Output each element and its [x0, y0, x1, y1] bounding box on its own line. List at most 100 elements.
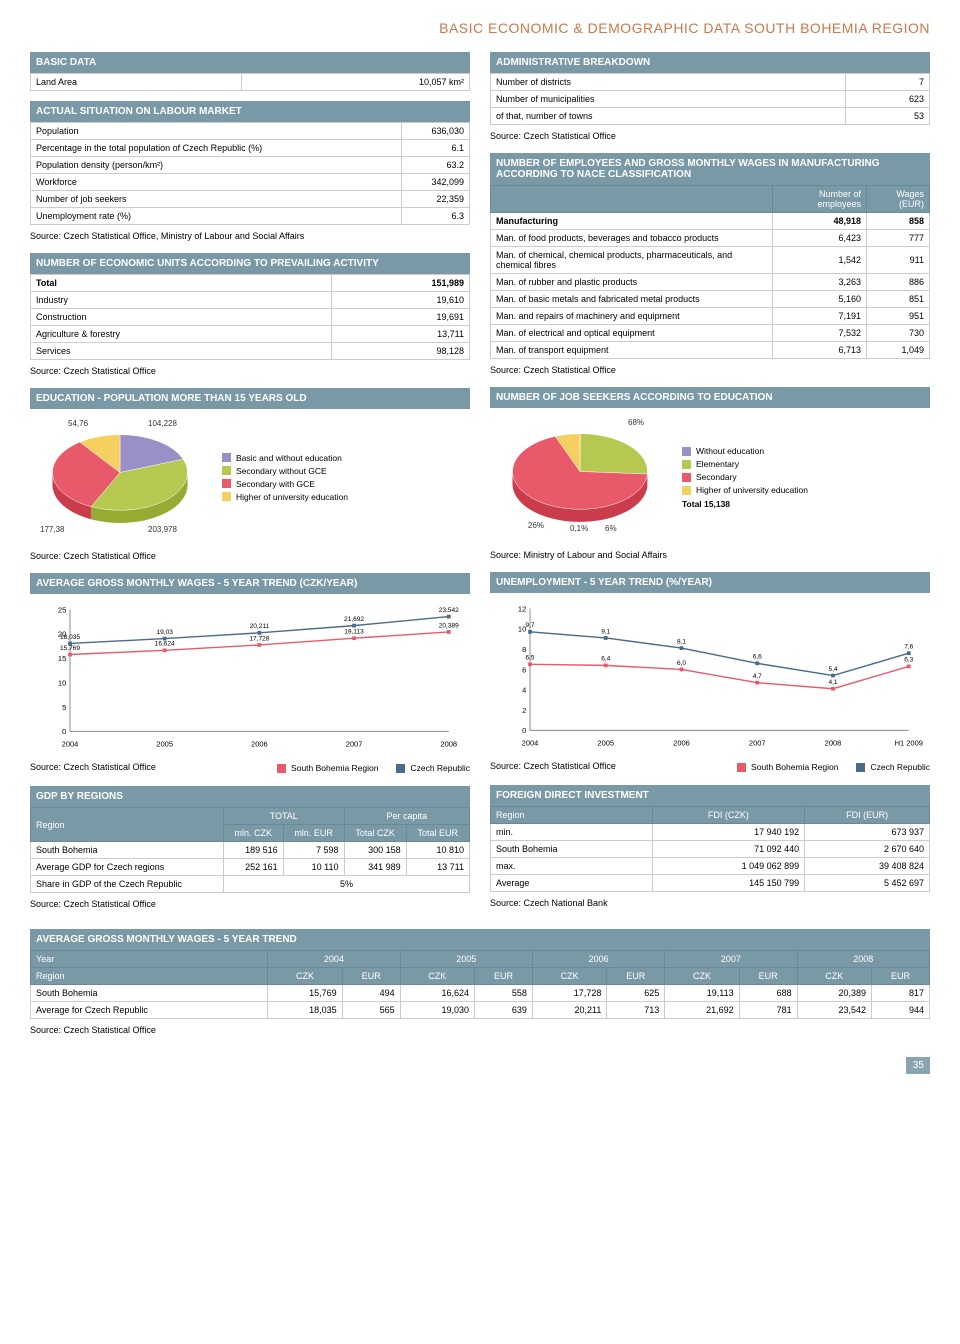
- table-row-label: Workforce: [31, 174, 402, 191]
- table-row-label: Unemployment rate (%): [31, 208, 402, 225]
- legend-label: Basic and without education: [236, 453, 342, 463]
- page-number: 35: [906, 1057, 930, 1074]
- table-row: South Bohemia: [491, 841, 653, 858]
- table-row-value: 6.1: [401, 140, 469, 157]
- wages-trend-chart: 05101520252004200520062007200815,76916,6…: [30, 602, 470, 754]
- svg-text:2005: 2005: [597, 738, 614, 747]
- table-row-value: 19,610: [332, 292, 470, 309]
- gdp-table: RegionTOTALPer capitamln. CZKmln. EURTot…: [30, 807, 470, 893]
- legend-swatch: [737, 763, 746, 772]
- table-row: min.: [491, 824, 653, 841]
- legend-swatch: [682, 473, 691, 482]
- unemp-trend-chart: 02468101220042005200620072008H1 20096,56…: [490, 601, 930, 753]
- svg-text:6,0: 6,0: [677, 660, 686, 667]
- legend-swatch: [856, 763, 865, 772]
- right-column: ADMINISTRATIVE BREAKDOWN Number of distr…: [490, 52, 930, 921]
- svg-text:2007: 2007: [346, 739, 363, 748]
- econ-units-source: Source: Czech Statistical Office: [30, 366, 470, 376]
- pie1-bl: 177,38: [40, 525, 64, 534]
- legend-swatch: [222, 492, 231, 501]
- table-row: 145 150 799: [652, 875, 805, 892]
- svg-text:15: 15: [58, 654, 66, 663]
- table-row-label: Industry: [31, 292, 332, 309]
- svg-text:4: 4: [522, 686, 526, 695]
- nace-head: NUMBER OF EMPLOYEES AND GROSS MONTHLY WA…: [490, 153, 930, 185]
- left-column: BASIC DATA Land Area10,057 km² ACTUAL SI…: [30, 52, 470, 921]
- legend-label: Czech Republic: [870, 762, 930, 772]
- labour-source: Source: Czech Statistical Office, Minist…: [30, 231, 470, 241]
- jobseek-pie-head: NUMBER OF JOB SEEKERS ACCORDING TO EDUCA…: [490, 387, 930, 408]
- svg-text:10: 10: [58, 678, 66, 687]
- svg-text:15,769: 15,769: [60, 645, 80, 652]
- table-row: Man. of chemical, chemical products, pha…: [491, 247, 773, 274]
- jobseek-legend: Without educationElementarySecondaryHigh…: [682, 443, 808, 509]
- svg-text:17,728: 17,728: [249, 635, 269, 642]
- pie1-tl: 54,76: [68, 419, 88, 428]
- table-row: 39 408 824: [805, 858, 930, 875]
- gdp-source: Source: Czech Statistical Office: [30, 899, 470, 909]
- basic-data-table: Land Area10,057 km²: [30, 73, 470, 91]
- fdi-table: RegionFDI (CZK)FDI (EUR)min.17 940 19267…: [490, 806, 930, 892]
- unemp-trend-head: UNEMPLOYMENT - 5 YEAR TREND (%/YEAR): [490, 572, 930, 593]
- table-row: Average GDP for Czech regions: [31, 859, 224, 876]
- legend-swatch: [682, 486, 691, 495]
- econ-units-head: NUMBER OF ECONOMIC UNITS ACCORDING TO PR…: [30, 253, 470, 274]
- table-row: Man. of rubber and plastic products: [491, 274, 773, 291]
- svg-text:6,6: 6,6: [753, 654, 762, 661]
- svg-text:12: 12: [518, 604, 526, 613]
- nace-source: Source: Czech Statistical Office: [490, 365, 930, 375]
- table-row-value: 10,057 km²: [242, 74, 470, 91]
- table-row-value: 53: [845, 108, 929, 125]
- legend-label: Higher of university education: [236, 492, 348, 502]
- table-row-value: 63.2: [401, 157, 469, 174]
- table-row-label: Number of municipalities: [491, 91, 846, 108]
- basic-data-head: BASIC DATA: [30, 52, 470, 73]
- legend-label: Higher of university education: [696, 485, 808, 495]
- legend-label: South Bohemia Region: [751, 762, 838, 772]
- table-row-value: 98,128: [332, 343, 470, 360]
- table-row: South Bohemia: [31, 985, 268, 1002]
- svg-text:21,692: 21,692: [344, 616, 364, 623]
- svg-text:6: 6: [522, 665, 526, 674]
- table-row: Man. of transport equipment: [491, 342, 773, 359]
- table-row-value: 22,359: [401, 191, 469, 208]
- table-row: Man. of food products, beverages and tob…: [491, 230, 773, 247]
- table-row-label: Services: [31, 343, 332, 360]
- table-row-label: Percentage in the total population of Cz…: [31, 140, 402, 157]
- edu-pie-chart: 54,76 104,228 177,38 203,978: [30, 417, 210, 537]
- table-row: 71 092 440: [652, 841, 805, 858]
- svg-text:25: 25: [58, 605, 66, 614]
- table-row: max.: [491, 858, 653, 875]
- unemp-trend-source: Source: Czech Statistical Office: [490, 761, 616, 771]
- legend-swatch: [396, 764, 405, 773]
- svg-text:8,1: 8,1: [677, 638, 686, 645]
- table-row: South Bohemia: [31, 842, 224, 859]
- legend-swatch: [277, 764, 286, 773]
- admin-table: Number of districts7Number of municipali…: [490, 73, 930, 125]
- legend-swatch: [222, 479, 231, 488]
- table-row-value: 7: [845, 74, 929, 91]
- table-row: 1 049 062 899: [652, 858, 805, 875]
- legend-swatch: [682, 447, 691, 456]
- jobseek-pie-chart: 68% 26% 0,1% 6%: [490, 416, 670, 536]
- edu-pie-source: Source: Czech Statistical Office: [30, 551, 470, 561]
- svg-text:2006: 2006: [673, 738, 690, 747]
- svg-text:23,542: 23,542: [439, 607, 459, 614]
- jobseek-source: Source: Ministry of Labour and Social Af…: [490, 550, 930, 560]
- table-row-label: Land Area: [31, 74, 242, 91]
- table-row-value: 151,989: [332, 275, 470, 292]
- wages5-head: AVERAGE GROSS MONTHLY WAGES - 5 YEAR TRE…: [30, 929, 930, 950]
- legend-swatch: [222, 466, 231, 475]
- table-row-label: of that, number of towns: [491, 108, 846, 125]
- table-row: 5 452 697: [805, 875, 930, 892]
- pie2-bm: 0,1%: [570, 524, 588, 533]
- svg-text:2004: 2004: [522, 738, 539, 747]
- svg-text:2008: 2008: [825, 738, 842, 747]
- table-row-label: Number of districts: [491, 74, 846, 91]
- svg-text:9,7: 9,7: [525, 622, 534, 629]
- svg-text:16,624: 16,624: [155, 641, 175, 648]
- svg-text:0: 0: [522, 726, 526, 735]
- wages-trend-head: AVERAGE GROSS MONTHLY WAGES - 5 YEAR TRE…: [30, 573, 470, 594]
- svg-text:2006: 2006: [251, 739, 268, 748]
- page-title: BASIC ECONOMIC & DEMOGRAPHIC DATA SOUTH …: [30, 20, 930, 36]
